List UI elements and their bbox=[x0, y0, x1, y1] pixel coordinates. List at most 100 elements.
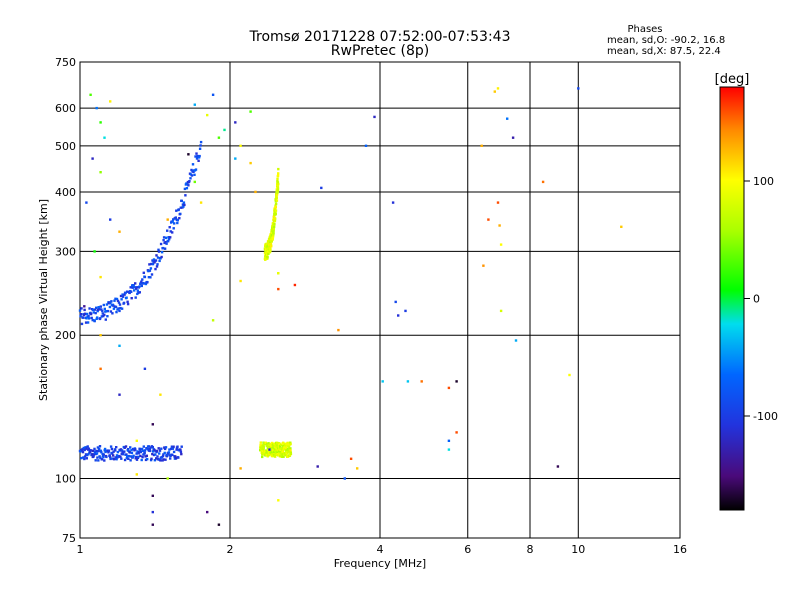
trace-point bbox=[105, 303, 109, 306]
trace-point bbox=[172, 218, 175, 221]
x-tick-label: 10 bbox=[571, 543, 585, 556]
trace-point bbox=[267, 252, 270, 255]
trace-point bbox=[139, 450, 143, 454]
scatter-point bbox=[506, 117, 509, 120]
trace-point bbox=[180, 445, 183, 448]
trace-point bbox=[103, 447, 107, 451]
trace-point bbox=[179, 206, 182, 209]
y-axis: 75 100 200 300 400 500 600 750 bbox=[55, 56, 76, 545]
scatter-point bbox=[556, 465, 560, 468]
scatter-point bbox=[143, 367, 147, 370]
trace-point bbox=[146, 457, 149, 461]
trace-point bbox=[198, 154, 201, 158]
trace-point bbox=[83, 308, 86, 312]
trace-point bbox=[195, 152, 198, 155]
y-axis-label: Stationary phase Virtual Height [km] bbox=[37, 199, 50, 401]
trace-point bbox=[129, 286, 132, 289]
trace-point bbox=[114, 305, 118, 309]
trace-point bbox=[289, 449, 292, 452]
trace-point bbox=[142, 445, 145, 448]
trace-point bbox=[141, 278, 144, 281]
trace-point bbox=[169, 457, 172, 460]
trace-point bbox=[197, 159, 200, 162]
trace-point bbox=[160, 251, 164, 254]
trace-point bbox=[120, 449, 124, 452]
trace-point bbox=[162, 458, 165, 461]
colorbar: [deg] 100 0 -100 bbox=[715, 72, 778, 511]
trace-point bbox=[103, 307, 106, 311]
scatter-point bbox=[99, 121, 102, 124]
scatter-point bbox=[206, 510, 209, 514]
trace-point bbox=[137, 291, 140, 294]
y-tick-label: 200 bbox=[55, 329, 76, 342]
scatter-point bbox=[99, 275, 102, 279]
trace-point bbox=[261, 453, 264, 456]
trace-point bbox=[160, 456, 164, 459]
scatter-point bbox=[480, 144, 483, 147]
trace-point bbox=[85, 317, 88, 320]
y-tick-label: 100 bbox=[55, 473, 76, 486]
trace-point bbox=[159, 257, 162, 260]
trace-point bbox=[149, 446, 152, 449]
trace-point bbox=[85, 312, 89, 316]
trace-point bbox=[259, 443, 262, 447]
trace-point bbox=[191, 163, 195, 166]
trace-point bbox=[93, 447, 96, 451]
scatter-point bbox=[293, 283, 297, 287]
trace-point bbox=[169, 454, 172, 458]
scatter-point bbox=[447, 448, 451, 451]
trace-point bbox=[147, 269, 150, 273]
grid-lines bbox=[80, 62, 680, 538]
trace-point bbox=[102, 314, 105, 318]
trace-point bbox=[153, 261, 156, 264]
trace-point bbox=[135, 458, 139, 461]
scatter-point bbox=[109, 100, 112, 103]
trace-point bbox=[97, 459, 100, 462]
trace-point bbox=[179, 448, 182, 451]
trace-point bbox=[163, 451, 166, 455]
scatter-point bbox=[455, 431, 458, 434]
trace-point bbox=[98, 447, 101, 451]
trace-point bbox=[139, 281, 142, 285]
trace-point bbox=[117, 307, 120, 310]
scatter-point bbox=[211, 93, 215, 96]
trace-point bbox=[82, 456, 85, 459]
trace-point bbox=[108, 305, 112, 309]
trace-point bbox=[140, 447, 144, 451]
x-tick-label: 8 bbox=[527, 543, 534, 556]
trace-point bbox=[169, 236, 172, 239]
trace-point bbox=[109, 445, 113, 448]
trace-point bbox=[85, 447, 88, 450]
trace-point bbox=[266, 444, 269, 448]
scatter-point bbox=[93, 250, 96, 253]
trace-point bbox=[266, 451, 269, 454]
trace-point bbox=[121, 453, 125, 456]
trace-point bbox=[183, 203, 186, 207]
trace-point bbox=[276, 442, 279, 445]
trace-point bbox=[125, 296, 128, 299]
scatter-point bbox=[239, 279, 242, 283]
trace-point bbox=[135, 286, 138, 289]
trace-point bbox=[158, 452, 161, 455]
trace-point bbox=[92, 308, 95, 311]
trace-point bbox=[271, 454, 274, 458]
trace-point bbox=[96, 309, 99, 313]
scatter-point bbox=[499, 309, 503, 313]
trace-point bbox=[190, 174, 194, 177]
scatter-point bbox=[217, 136, 221, 139]
trace-point bbox=[176, 219, 179, 222]
trace-point bbox=[176, 221, 179, 225]
trace-point bbox=[136, 289, 139, 292]
trace-point bbox=[274, 202, 278, 206]
trace-point bbox=[131, 456, 134, 459]
trace-point bbox=[260, 447, 263, 450]
trace-point bbox=[152, 258, 156, 261]
trace-point bbox=[133, 286, 136, 289]
trace-point bbox=[133, 289, 136, 292]
trace-point bbox=[96, 446, 100, 449]
scatter-point bbox=[234, 157, 237, 160]
trace-point bbox=[130, 451, 134, 455]
trace-point bbox=[132, 284, 135, 287]
trace-point bbox=[159, 459, 162, 462]
